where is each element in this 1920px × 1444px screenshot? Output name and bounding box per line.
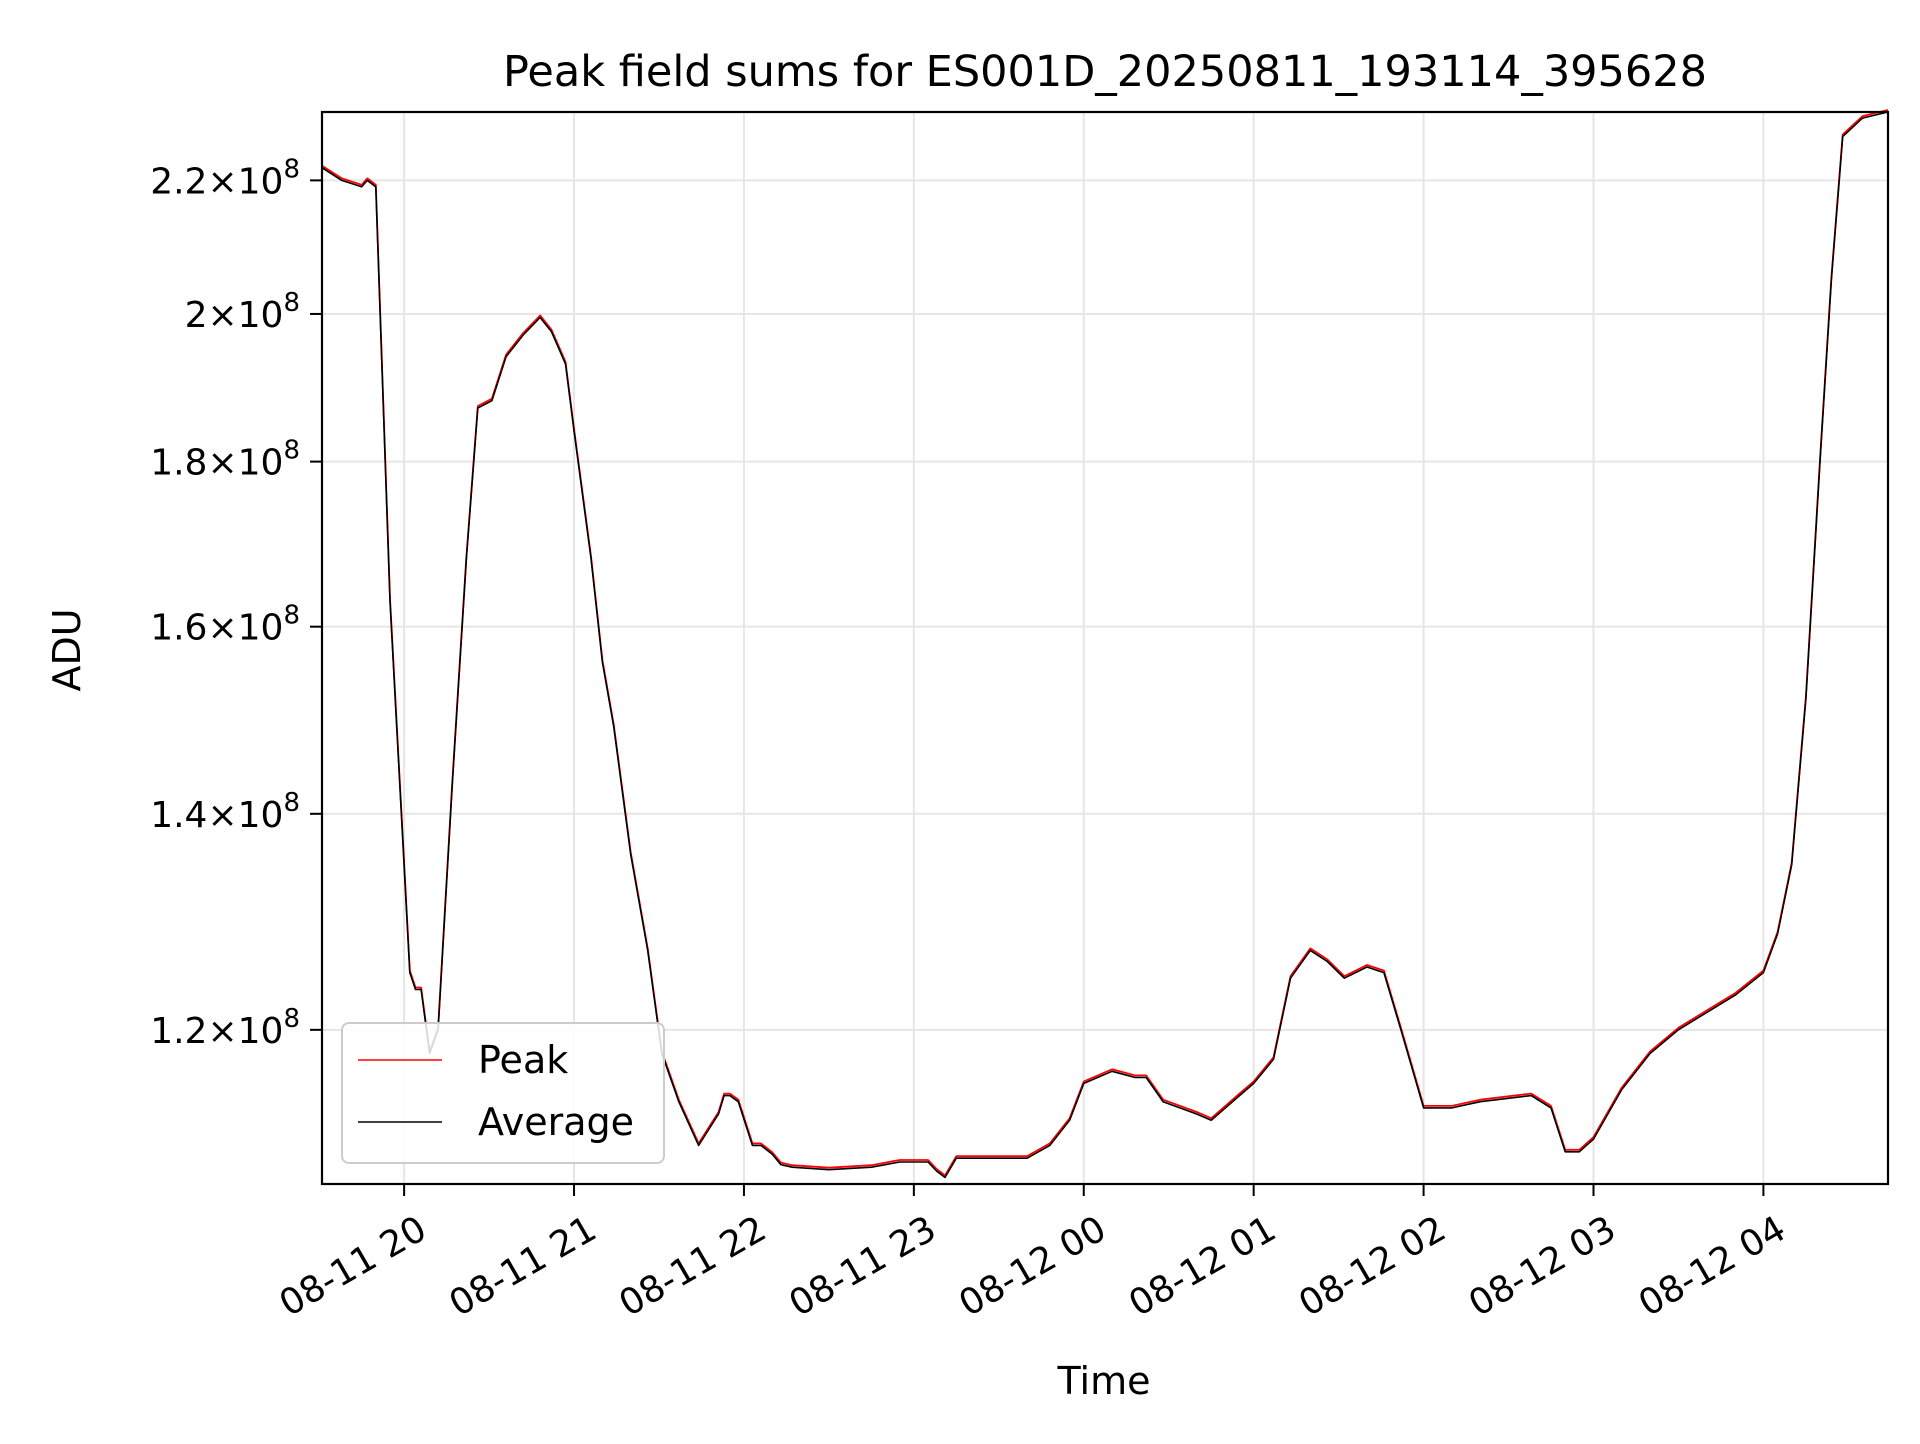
series-line-average xyxy=(321,111,1889,1179)
series-line-peak xyxy=(321,109,1889,1177)
y-tick-label: 1.6×108 xyxy=(150,601,300,649)
legend: Peak Average xyxy=(341,1022,665,1164)
chart-title: Peak field sums for ES001D_20250811_1931… xyxy=(503,47,1707,97)
y-tick-label: 1.4×108 xyxy=(150,788,300,836)
y-axis-label: ADU xyxy=(45,608,89,691)
plot-area-frame xyxy=(320,110,1890,1186)
legend-label-average: Average xyxy=(478,1100,634,1144)
plot-series xyxy=(321,109,1889,1179)
y-tick-label: 2.2×108 xyxy=(150,154,300,202)
legend-label-peak: Peak xyxy=(478,1038,568,1082)
grid-lines xyxy=(322,112,1888,1184)
y-axis-ticks: 1.2×108 1.4×108 1.6×108 1.8×108 2×108 2.2×108 xyxy=(150,154,322,1052)
y-tick-label: 2×108 xyxy=(185,288,300,336)
y-tick-label: 1.2×108 xyxy=(150,1004,300,1052)
legend-box xyxy=(341,1022,665,1164)
y-tick-label: 1.8×108 xyxy=(150,436,300,484)
x-axis-label: Time xyxy=(1057,1359,1151,1403)
